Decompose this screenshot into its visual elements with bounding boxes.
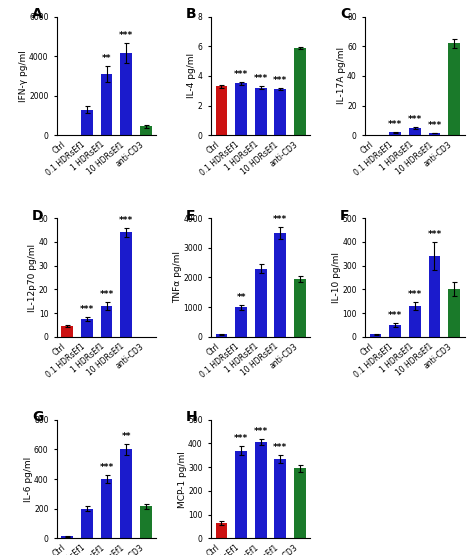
Text: A: A <box>32 7 43 21</box>
Bar <box>81 319 93 337</box>
Text: ***: *** <box>388 311 402 320</box>
Bar <box>216 87 228 135</box>
Bar <box>448 43 460 135</box>
Y-axis label: TNFα pg/ml: TNFα pg/ml <box>173 251 182 304</box>
Bar <box>389 325 401 337</box>
Bar <box>409 306 421 337</box>
Bar <box>428 133 440 135</box>
Bar <box>216 523 228 538</box>
Text: H: H <box>186 410 198 424</box>
Y-axis label: IFN-γ pg/ml: IFN-γ pg/ml <box>18 50 27 102</box>
Bar <box>100 479 112 538</box>
Text: ***: *** <box>388 120 402 129</box>
Bar <box>428 256 440 337</box>
Bar <box>81 109 93 135</box>
Text: ***: *** <box>408 115 422 124</box>
Bar <box>274 233 286 337</box>
Y-axis label: IL-10 pg/ml: IL-10 pg/ml <box>332 252 341 303</box>
Bar <box>448 289 460 337</box>
Y-axis label: IL-4 pg/ml: IL-4 pg/ml <box>187 53 196 98</box>
Text: F: F <box>340 209 350 223</box>
Text: ***: *** <box>234 435 248 443</box>
Bar <box>370 335 382 337</box>
Y-axis label: IL-17A pg/ml: IL-17A pg/ml <box>337 47 346 104</box>
Text: ***: *** <box>254 74 268 83</box>
Text: **: ** <box>121 432 131 441</box>
Bar <box>216 335 228 337</box>
Bar <box>255 269 266 337</box>
Text: ***: *** <box>273 215 287 224</box>
Bar <box>140 507 152 538</box>
Bar <box>409 128 421 135</box>
Text: D: D <box>32 209 44 223</box>
Text: E: E <box>186 209 196 223</box>
Text: ***: *** <box>119 32 133 41</box>
Text: ***: *** <box>273 76 287 85</box>
Bar <box>235 307 247 337</box>
Bar <box>235 83 247 135</box>
Text: **: ** <box>102 54 111 63</box>
Text: G: G <box>32 410 44 424</box>
Text: ***: *** <box>234 70 248 79</box>
Bar <box>100 306 112 337</box>
Text: ***: *** <box>273 443 287 452</box>
Bar <box>294 279 306 337</box>
Text: **: ** <box>237 293 246 302</box>
Bar <box>140 127 152 135</box>
Bar <box>62 536 73 538</box>
Bar <box>294 48 306 135</box>
Bar <box>120 233 132 337</box>
Bar <box>294 468 306 538</box>
Bar <box>235 451 247 538</box>
Text: ***: *** <box>100 463 114 472</box>
Bar <box>274 459 286 538</box>
Y-axis label: IL-12p70 pg/ml: IL-12p70 pg/ml <box>28 244 37 311</box>
Bar <box>255 88 266 135</box>
Bar <box>274 89 286 135</box>
Text: ***: *** <box>80 305 94 314</box>
Text: ***: *** <box>100 290 114 300</box>
Y-axis label: MCP-1 pg/ml: MCP-1 pg/ml <box>178 451 187 507</box>
Text: ***: *** <box>428 120 442 129</box>
Bar <box>100 74 112 135</box>
Bar <box>389 132 401 135</box>
Bar <box>62 326 73 337</box>
Bar <box>120 53 132 135</box>
Y-axis label: IL-6 pg/ml: IL-6 pg/ml <box>24 456 33 502</box>
Text: C: C <box>340 7 350 21</box>
Text: ***: *** <box>428 230 442 239</box>
Text: ***: *** <box>119 216 133 225</box>
Bar <box>81 509 93 538</box>
Text: B: B <box>186 7 197 21</box>
Text: ***: *** <box>408 290 422 300</box>
Bar <box>120 450 132 538</box>
Bar <box>255 442 266 538</box>
Text: ***: *** <box>254 427 268 436</box>
